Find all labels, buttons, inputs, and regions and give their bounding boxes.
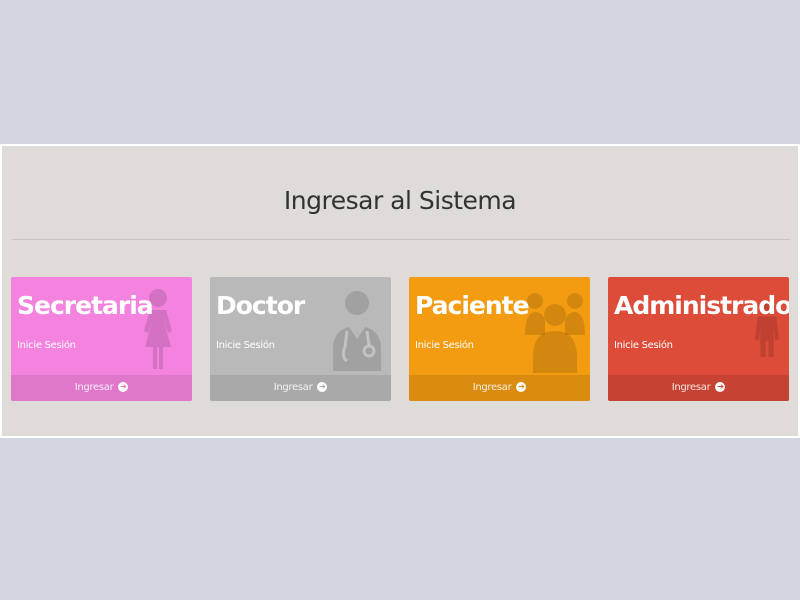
administrador-footer-label: Ingresar [671, 382, 711, 393]
page-title: Ingresar al Sistema [283, 186, 517, 215]
secretaria-footer-label: Ingresar [74, 382, 114, 393]
doctor-card-title: Doctor [216, 291, 305, 320]
paciente-card-subtitle: Inicie Sesión [415, 340, 474, 351]
doctor-card[interactable]: Doctor Inicie Sesión Ingresar ➔ [210, 277, 391, 401]
administrador-card[interactable]: Administrador Inicie Sesión Ingresar ➔ [608, 277, 789, 401]
secretaria-ingresar-link[interactable]: Ingresar ➔ [11, 375, 192, 401]
doctor-card-body: Doctor Inicie Sesión [210, 277, 391, 375]
administrador-card-body: Administrador Inicie Sesión [608, 277, 789, 375]
administrador-card-subtitle: Inicie Sesión [614, 340, 673, 351]
doctor-card-subtitle: Inicie Sesión [216, 340, 275, 351]
paciente-card-body: Paciente Inicie Sesión [409, 277, 590, 375]
secretaria-card[interactable]: Secretaria Inicie Sesión Ingresar ➔ [11, 277, 192, 401]
arrow-circle-right-icon: ➔ [516, 382, 527, 392]
doctor-footer-label: Ingresar [273, 382, 313, 393]
administrador-card-title: Administrador [614, 291, 789, 320]
secretaria-card-subtitle: Inicie Sesión [17, 340, 76, 351]
female-icon [144, 289, 172, 369]
paciente-footer-label: Ingresar [472, 382, 512, 393]
title-divider [12, 239, 790, 240]
user-md-icon [333, 291, 381, 371]
secretaria-card-title: Secretaria [17, 291, 154, 320]
doctor-ingresar-link[interactable]: Ingresar ➔ [210, 375, 391, 401]
administrador-ingresar-link[interactable]: Ingresar ➔ [608, 375, 789, 401]
arrow-circle-right-icon: ➔ [715, 382, 726, 392]
users-icon [525, 293, 585, 373]
secretaria-card-body: Secretaria Inicie Sesión [11, 277, 192, 375]
paciente-card[interactable]: Paciente Inicie Sesión Ingresar ➔ [409, 277, 590, 401]
male-icon [755, 302, 779, 357]
login-panel: Ingresar al Sistema Secretaria Inicie Se… [0, 144, 800, 438]
paciente-ingresar-link[interactable]: Ingresar ➔ [409, 375, 590, 401]
arrow-circle-right-icon: ➔ [317, 382, 328, 392]
paciente-card-title: Paciente [415, 291, 530, 320]
arrow-circle-right-icon: ➔ [118, 382, 129, 392]
